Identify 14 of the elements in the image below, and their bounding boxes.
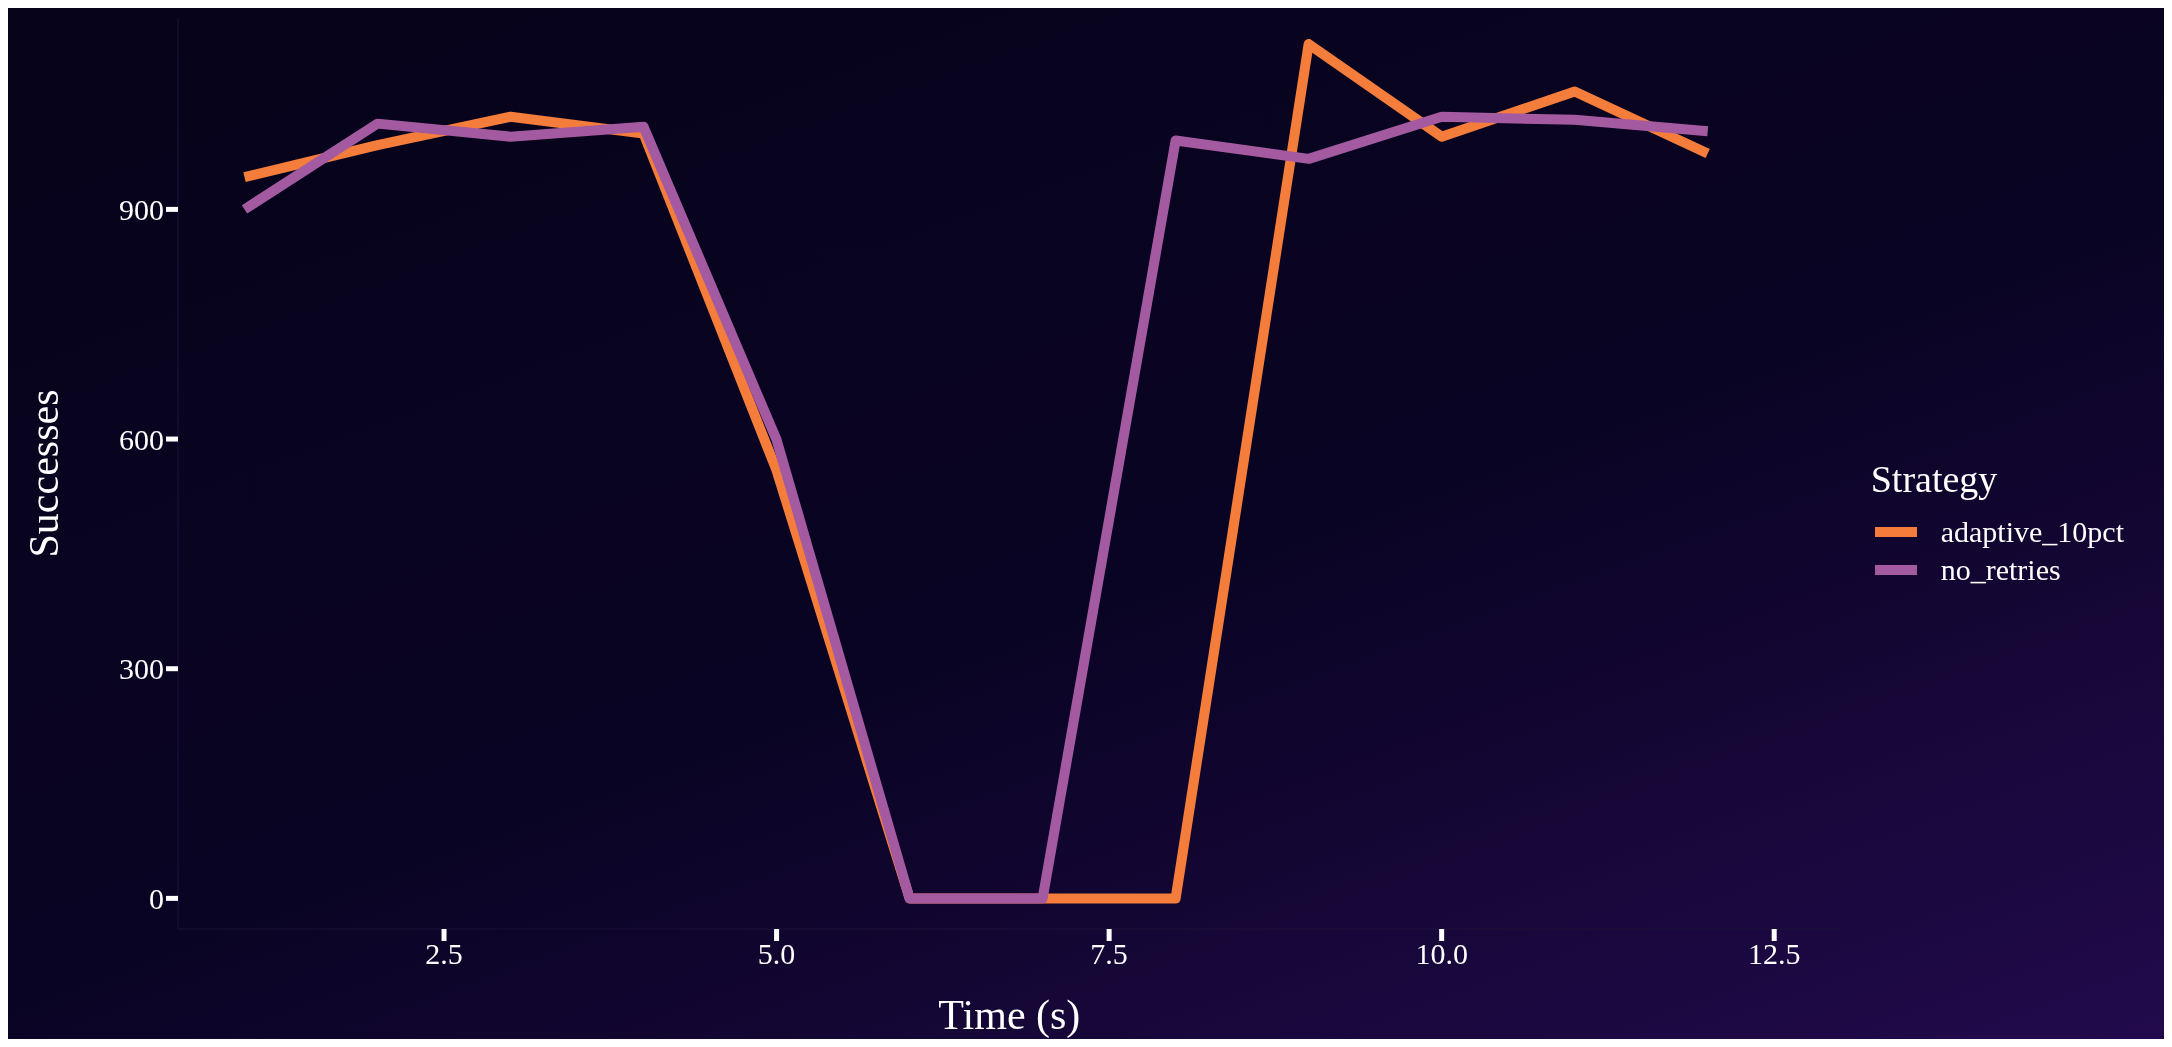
legend-label: no_retries (1940, 552, 2061, 587)
x-tick-label: 5.0 (757, 937, 796, 971)
legend-label: adaptive_10pct (1940, 514, 2124, 549)
x-axis-title: Time (s) (938, 992, 1081, 1039)
x-tick-label: 12.5 (1747, 937, 1801, 971)
x-tick-label: 10.0 (1415, 937, 1468, 971)
y-tick-label: 900 (119, 193, 164, 227)
y-tick-label: 600 (119, 422, 164, 456)
x-tick-label: 7.5 (1090, 937, 1128, 971)
x-tick-label: 2.5 (425, 937, 463, 971)
legend-title: Strategy (1870, 456, 1999, 501)
y-tick-label: 300 (119, 652, 164, 686)
y-tick-label: 0 (149, 882, 164, 916)
y-axis-title: Successes (20, 389, 67, 558)
